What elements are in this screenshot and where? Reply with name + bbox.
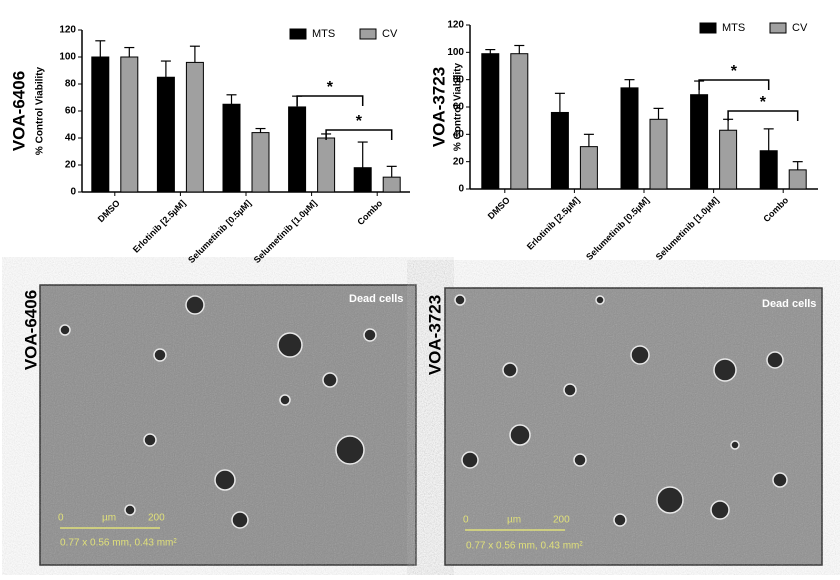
legend-label: CV	[382, 28, 398, 40]
micrograph	[39, 284, 417, 566]
scale-end: 200	[553, 515, 570, 526]
x-tick-label: DMSO	[96, 198, 122, 224]
significance-bracket	[296, 95, 364, 106]
y-tick-label: 80	[453, 74, 465, 85]
bar	[185, 61, 204, 193]
legend-label: CV	[792, 22, 808, 34]
bar	[649, 118, 668, 190]
bar	[510, 53, 529, 190]
bar	[120, 56, 139, 193]
image-annotation: Dead cells	[349, 293, 403, 305]
chart-title: VOA-6406	[9, 71, 28, 151]
image-label: VOA-6406	[21, 290, 40, 370]
significance-bracket	[727, 110, 799, 121]
bar	[481, 53, 500, 190]
scale-unit: µm	[102, 513, 116, 524]
x-tick-label: Combo	[761, 195, 790, 224]
bar	[579, 146, 598, 190]
bar	[620, 87, 639, 190]
significance-bracket	[698, 79, 770, 90]
y-tick-label: 60	[65, 106, 77, 117]
scale-start: 0	[463, 515, 469, 526]
x-tick-label: Selumetinib [0.5µM]	[584, 195, 651, 262]
y-tick-label: 100	[447, 47, 464, 58]
significance-mark: *	[356, 113, 363, 130]
x-tick-label: Erlotinib [2.5µM]	[131, 198, 188, 255]
legend-label: MTS	[722, 22, 745, 34]
bar	[251, 132, 270, 193]
legend-swatch	[359, 28, 377, 40]
bar	[317, 137, 336, 193]
micrograph	[444, 287, 823, 566]
bar	[156, 76, 175, 193]
bar	[719, 129, 738, 190]
significance-mark: *	[327, 79, 334, 96]
x-tick-label: DMSO	[486, 195, 512, 221]
scale-unit: µm	[507, 515, 521, 526]
y-axis-label: % Control Viability	[35, 66, 46, 155]
bar	[759, 150, 778, 190]
y-tick-label: 100	[59, 52, 76, 63]
y-tick-label: 0	[458, 184, 464, 195]
bar	[91, 56, 110, 193]
y-tick-label: 120	[59, 25, 76, 36]
significance-bracket	[325, 129, 393, 140]
x-tick-label: Combo	[355, 198, 384, 227]
bar	[353, 167, 372, 193]
y-tick-label: 20	[453, 156, 465, 167]
significance-mark: *	[731, 63, 738, 80]
image-label: VOA-3723	[425, 295, 444, 375]
bar	[788, 169, 807, 190]
significance-mark: *	[760, 94, 767, 111]
y-tick-label: 120	[447, 20, 464, 31]
image-annotation: Dead cells	[762, 298, 816, 310]
legend-swatch	[699, 22, 717, 34]
y-tick-label: 20	[65, 160, 77, 171]
scale-start: 0	[58, 513, 64, 524]
bar	[550, 111, 569, 190]
y-tick-label: 40	[65, 133, 77, 144]
x-tick-label: Selumetinib [0.5µM]	[186, 198, 253, 265]
scale-end: 200	[148, 513, 165, 524]
bar	[690, 94, 709, 190]
bar	[222, 103, 241, 193]
x-tick-label: Selumetinib [1.0µM]	[252, 198, 319, 265]
field-size: 0.77 x 0.56 mm, 0.43 mm²	[466, 541, 583, 552]
legend-label: MTS	[312, 28, 335, 40]
y-axis-label: % Control Viability	[453, 62, 464, 151]
bar	[288, 106, 307, 193]
x-tick-label: Erlotinib [2.5µM]	[525, 195, 582, 252]
y-tick-label: 60	[453, 102, 465, 113]
y-tick-label: 0	[70, 187, 76, 198]
legend-swatch	[289, 28, 307, 40]
x-tick-label: Selumetinib [1.0µM]	[654, 195, 721, 262]
bar	[382, 176, 401, 193]
chart-title: VOA-3723	[429, 67, 448, 147]
y-tick-label: 80	[65, 79, 77, 90]
field-size: 0.77 x 0.56 mm, 0.43 mm²	[60, 538, 177, 549]
legend-swatch	[769, 22, 787, 34]
y-tick-label: 40	[453, 129, 465, 140]
